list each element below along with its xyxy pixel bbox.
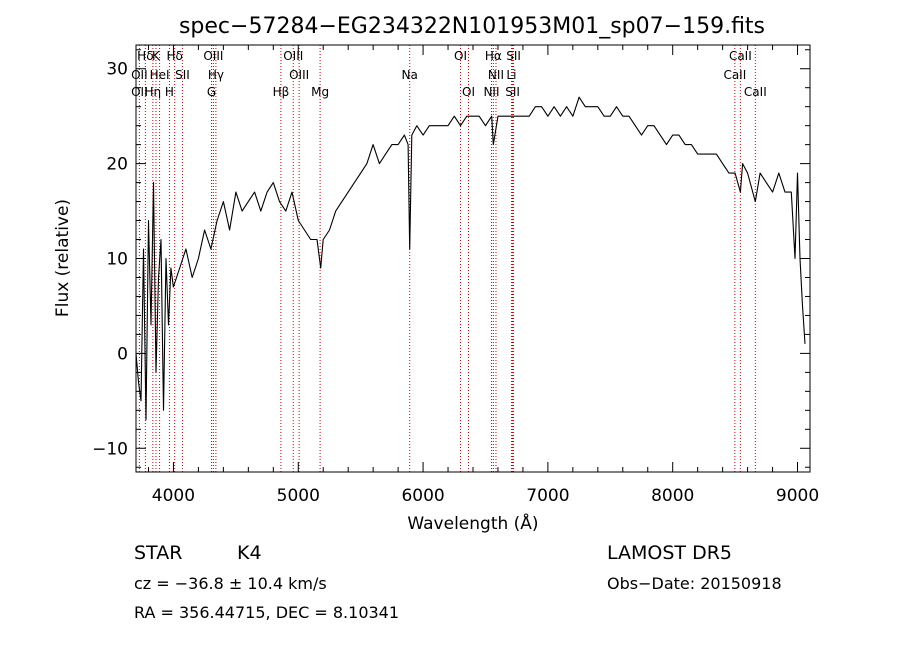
x-axis-ticks: 4000 5000 6000 7000 8000 9000 xyxy=(147,45,819,506)
plot-frame xyxy=(135,44,811,473)
line-label: OIII xyxy=(203,49,223,63)
line-label: OIII xyxy=(283,49,303,63)
line-label: H xyxy=(165,85,174,99)
y-tick-label: −10 xyxy=(92,439,128,459)
line-label: Mg xyxy=(311,85,329,99)
x-tick-label: 8000 xyxy=(651,486,694,506)
line-label: HeI xyxy=(150,68,170,82)
redshift-text: cz = −36.8 ± 10.4 km/s xyxy=(134,574,327,593)
line-label: OII xyxy=(131,68,148,82)
line-label: NII xyxy=(488,68,504,82)
x-tick-label: 6000 xyxy=(401,486,444,506)
spectral-line-markers xyxy=(138,45,756,472)
x-tick-label: 7000 xyxy=(526,486,569,506)
y-tick-label: 30 xyxy=(106,60,128,80)
line-label: SII xyxy=(175,68,190,82)
line-label: Hη xyxy=(145,85,162,99)
line-label: Hγ xyxy=(208,68,224,82)
line-label: SII xyxy=(506,49,521,63)
chart-title: spec−57284−EG234322N101953M01_sp07−159.f… xyxy=(179,14,765,39)
observation-date: Obs−Date: 20150918 xyxy=(607,574,782,593)
line-label: Hβ xyxy=(273,85,290,99)
line-label: OII xyxy=(131,85,148,99)
object-class: STAR xyxy=(134,542,182,564)
line-label: OIII xyxy=(289,68,309,82)
line-label: Li xyxy=(506,68,516,82)
object-subclass: K4 xyxy=(237,542,262,564)
line-label: Hδ xyxy=(167,49,183,63)
line-label: CaII xyxy=(723,68,746,82)
x-tick-label: 9000 xyxy=(776,486,819,506)
line-label: G xyxy=(207,85,216,99)
y-tick-label: 0 xyxy=(117,344,128,364)
line-label: Na xyxy=(402,68,418,82)
line-label: NII xyxy=(483,85,499,99)
line-label: CaII xyxy=(729,49,752,63)
line-label: SII xyxy=(505,85,520,99)
survey-name: LAMOST DR5 xyxy=(607,542,732,564)
x-tick-label: 5000 xyxy=(277,486,320,506)
line-label: OI xyxy=(454,49,467,63)
y-axis-ticks: −10 0 10 20 30 xyxy=(92,49,810,468)
spectrum-line xyxy=(135,96,806,421)
line-label: Hα xyxy=(485,49,502,63)
y-axis-label: Flux (relative) xyxy=(53,199,73,317)
line-label: CaII xyxy=(744,85,767,99)
y-tick-label: 20 xyxy=(106,155,128,175)
spectrum-series xyxy=(135,96,806,421)
coordinates-text: RA = 356.44715, DEC = 8.10341 xyxy=(134,603,399,622)
line-label: K xyxy=(152,49,161,63)
y-tick-label: 10 xyxy=(106,250,128,270)
x-tick-label: 4000 xyxy=(152,486,195,506)
line-label: OI xyxy=(462,85,475,99)
x-axis-label: Wavelength (Å) xyxy=(407,512,538,534)
line-label: Hδ xyxy=(137,49,153,63)
